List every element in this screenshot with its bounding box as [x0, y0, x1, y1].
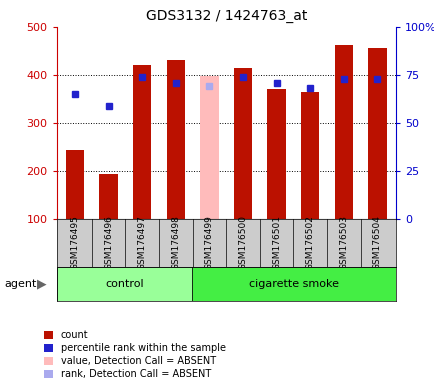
Bar — [334, 45, 352, 219]
FancyBboxPatch shape — [192, 267, 395, 301]
Legend: count, percentile rank within the sample, value, Detection Call = ABSENT, rank, : count, percentile rank within the sample… — [44, 330, 225, 379]
Text: GSM176499: GSM176499 — [204, 215, 214, 270]
Text: GSM176502: GSM176502 — [305, 215, 314, 270]
Bar — [267, 89, 285, 219]
Bar — [133, 65, 151, 219]
Text: agent: agent — [4, 279, 36, 289]
Bar — [367, 48, 386, 219]
Bar — [99, 174, 118, 219]
Text: control: control — [105, 279, 143, 289]
FancyBboxPatch shape — [56, 267, 192, 301]
Text: GSM176495: GSM176495 — [70, 215, 79, 270]
Text: GSM176496: GSM176496 — [104, 215, 113, 270]
Bar — [233, 68, 252, 219]
Text: cigarette smoke: cigarette smoke — [249, 279, 338, 289]
Text: GSM176500: GSM176500 — [238, 215, 247, 270]
Text: GSM176504: GSM176504 — [372, 215, 381, 270]
Text: ▶: ▶ — [37, 278, 46, 291]
Text: GSM176497: GSM176497 — [138, 215, 146, 270]
Text: GSM176503: GSM176503 — [339, 215, 348, 270]
Text: GSM176501: GSM176501 — [271, 215, 280, 270]
Bar — [66, 150, 84, 219]
Bar — [166, 60, 184, 219]
Bar — [200, 76, 218, 219]
Bar — [300, 92, 319, 219]
Title: GDS3132 / 1424763_at: GDS3132 / 1424763_at — [145, 9, 306, 23]
Text: GSM176498: GSM176498 — [171, 215, 180, 270]
